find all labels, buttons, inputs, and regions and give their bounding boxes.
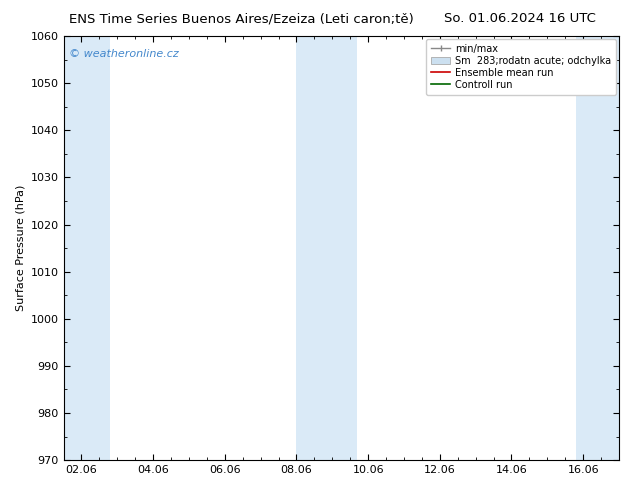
Y-axis label: Surface Pressure (hPa): Surface Pressure (hPa)	[15, 185, 25, 311]
Bar	[297, 36, 328, 460]
Bar	[100, 36, 110, 460]
Text: ENS Time Series Buenos Aires/Ezeiza (Leti caron;tě): ENS Time Series Buenos Aires/Ezeiza (Let…	[68, 12, 413, 25]
Bar	[63, 36, 100, 460]
Bar	[328, 36, 358, 460]
Bar	[576, 36, 601, 460]
Text: So. 01.06.2024 16 UTC: So. 01.06.2024 16 UTC	[444, 12, 596, 25]
Text: © weatheronline.cz: © weatheronline.cz	[69, 49, 179, 59]
Bar	[601, 36, 619, 460]
Legend: min/max, Sm  283;rodatn acute; odchylka, Ensemble mean run, Controll run: min/max, Sm 283;rodatn acute; odchylka, …	[426, 39, 616, 95]
